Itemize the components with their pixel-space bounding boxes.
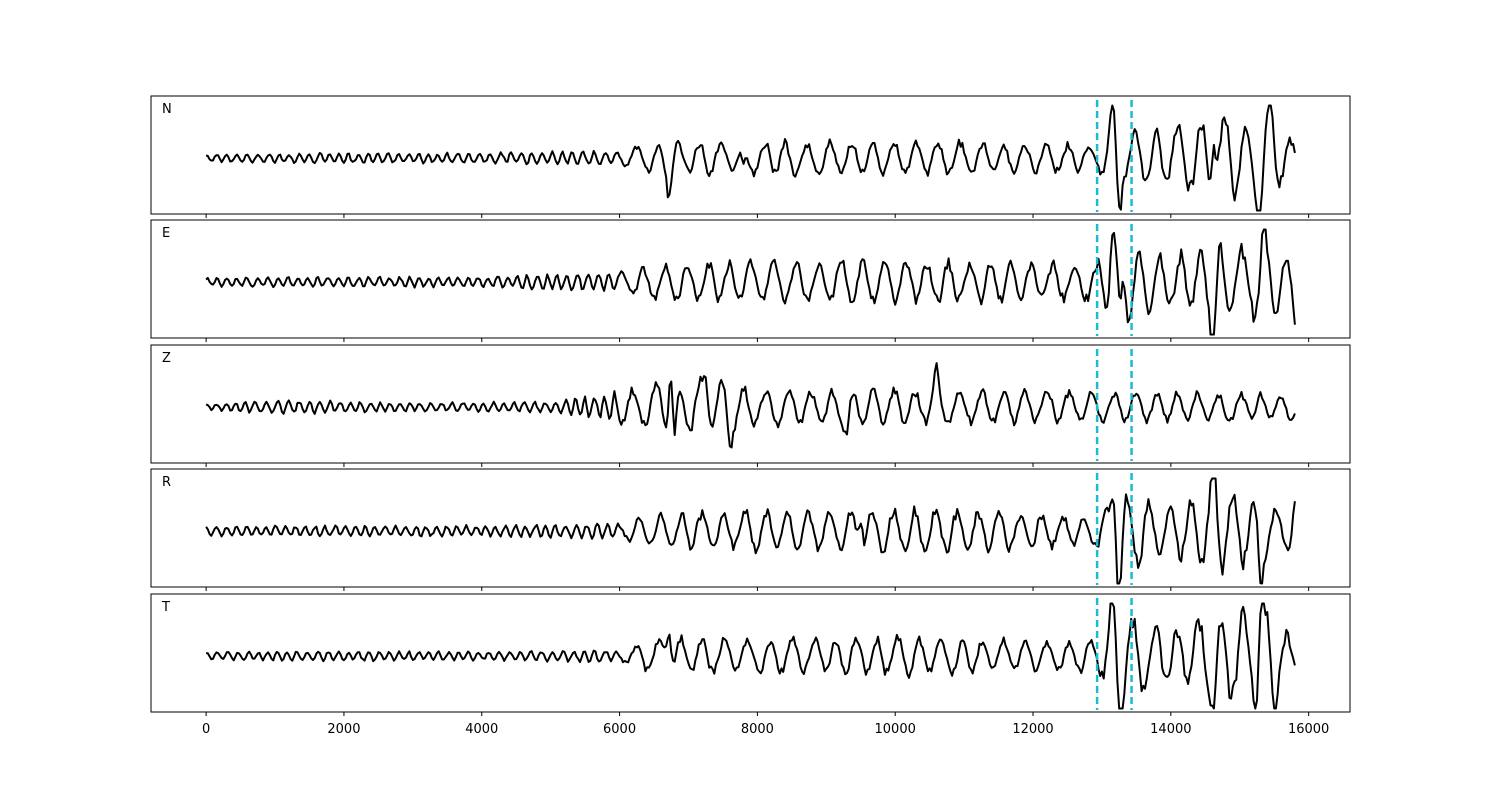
panel-n: N (150, 95, 1351, 218)
panel-label: E (162, 226, 170, 241)
x-tick-label: 16000 (1288, 722, 1329, 737)
x-tick-label: 12000 (1012, 722, 1053, 737)
panel-frame (150, 95, 1351, 215)
panels-group: N E Z R T (150, 95, 1351, 716)
panel-t: T (150, 593, 1351, 716)
panel-frame (150, 593, 1351, 713)
panel-label: N (162, 102, 172, 117)
panel-label: Z (162, 351, 171, 366)
x-tick-label: 2000 (327, 722, 360, 737)
waveform-trace (205, 477, 1296, 585)
waveform-trace (205, 228, 1296, 336)
waveform-trace (205, 104, 1296, 212)
panel-e: E (150, 219, 1351, 342)
panel-z: Z (150, 344, 1351, 467)
x-tick-label: 6000 (603, 722, 636, 737)
waveform-trace (205, 362, 1296, 449)
x-axis: 0 2000 4000 6000 8000 10000 12000 14000 16000 (202, 722, 1329, 737)
x-tick-label: 0 (202, 722, 210, 737)
panel-label: R (162, 475, 171, 490)
x-tick-label: 8000 (741, 722, 774, 737)
panel-frame (150, 344, 1351, 464)
panel-frame (150, 468, 1351, 588)
panel-frame (150, 219, 1351, 339)
panel-label: T (161, 600, 170, 615)
waveform-trace (206, 602, 1296, 710)
panel-r: R (150, 468, 1351, 591)
x-tick-label: 4000 (465, 722, 498, 737)
x-tick-label: 10000 (875, 722, 916, 737)
x-tick-label: 14000 (1150, 722, 1191, 737)
